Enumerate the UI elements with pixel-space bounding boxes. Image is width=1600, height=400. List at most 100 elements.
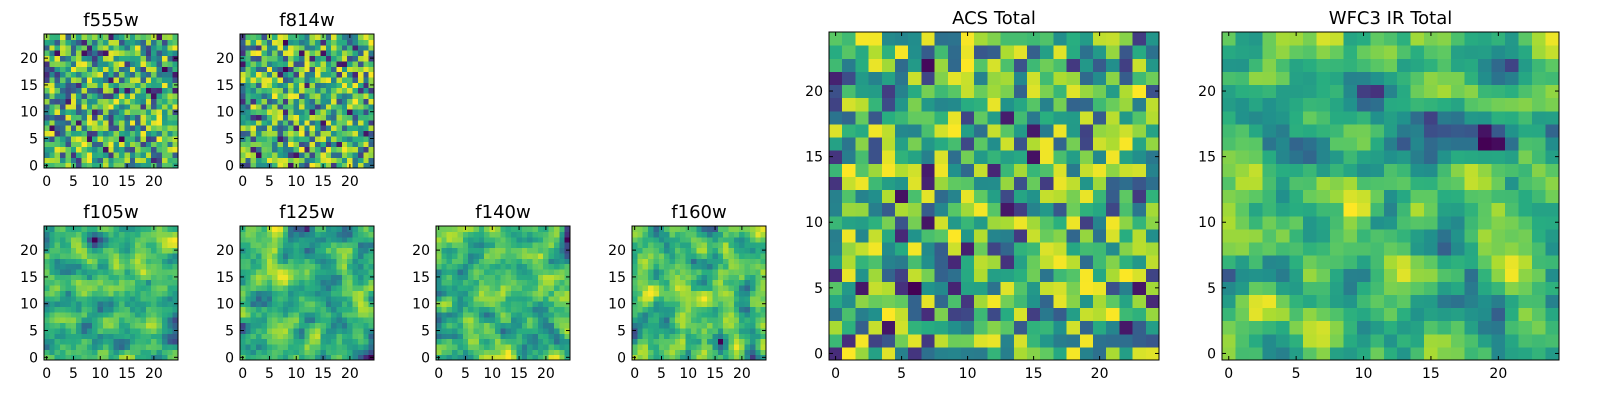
heatmap-cell — [272, 50, 279, 57]
heatmap-cell — [352, 141, 359, 148]
heatmap-cell — [452, 327, 459, 334]
heatmap-cell — [1343, 215, 1358, 230]
heatmap-cell — [92, 130, 99, 137]
heatmap-cell — [65, 34, 72, 40]
heatmap-cell — [760, 279, 767, 286]
heatmap-cell — [642, 290, 649, 297]
heatmap-cell — [135, 263, 142, 270]
heatmap-cell — [60, 317, 67, 324]
heatmap-cell — [102, 151, 109, 158]
heatmap-cell — [500, 349, 507, 356]
heatmap-cell — [658, 306, 665, 313]
heatmap-cell — [298, 274, 305, 281]
heatmap-cell — [947, 45, 962, 59]
heatmap-cell — [1119, 346, 1134, 361]
heatmap-cell — [341, 263, 348, 270]
heatmap-cell — [129, 55, 136, 62]
heatmap-cell — [436, 231, 442, 238]
heatmap-cell — [357, 141, 364, 148]
heatmap-cell — [65, 354, 72, 361]
heatmap-cell — [49, 284, 56, 291]
heatmap-cell — [553, 279, 560, 286]
heatmap-cell — [102, 274, 109, 281]
heatmap-cell — [1027, 58, 1041, 72]
heatmap-cell — [749, 247, 756, 254]
heatmap-cell — [172, 231, 179, 238]
heatmap-cell — [1053, 241, 1068, 256]
y-tick-label: 20 — [412, 243, 430, 259]
heatmap-cell — [685, 242, 692, 249]
heatmap-cell — [974, 32, 988, 46]
heatmap-cell — [1145, 32, 1160, 46]
heatmap-cell — [489, 231, 496, 238]
heatmap-cell — [256, 92, 263, 99]
heatmap-cell — [674, 295, 681, 302]
heatmap-cell — [320, 349, 327, 356]
heatmap-cell — [76, 252, 83, 259]
heatmap-cell — [76, 338, 83, 345]
heatmap-cell — [293, 66, 300, 73]
heatmap-cell — [282, 263, 289, 270]
heatmap-cell — [151, 135, 158, 142]
heatmap-cell — [151, 151, 158, 158]
heatmap-cell — [1000, 110, 1015, 125]
heatmap-cell — [266, 284, 273, 291]
heatmap-cell — [76, 284, 83, 291]
heatmap-cell — [494, 349, 501, 356]
heatmap-cell — [505, 226, 512, 232]
heatmap-cell — [256, 327, 263, 334]
heatmap-cell — [293, 92, 300, 99]
heatmap-cell — [49, 226, 56, 232]
heatmap-cell — [674, 306, 681, 313]
heatmap-cell — [494, 301, 501, 307]
heatmap-cell — [277, 290, 284, 297]
heatmap-cell — [129, 295, 136, 302]
heatmap-cell — [511, 252, 517, 259]
heatmap-cell — [707, 263, 713, 270]
heatmap-cell — [1093, 294, 1107, 309]
heatmap-cell — [1518, 163, 1533, 177]
heatmap-cell — [500, 284, 507, 291]
heatmap-cell — [505, 354, 512, 361]
heatmap-cell — [44, 306, 50, 313]
heatmap-cell — [908, 176, 922, 191]
heatmap-cell — [1397, 189, 1412, 204]
heatmap-cell — [309, 34, 316, 40]
heatmap-cell — [250, 55, 257, 62]
heatmap-cell — [86, 157, 93, 164]
heatmap-cell — [86, 162, 93, 169]
heatmap-cell — [1437, 228, 1452, 243]
heatmap-cell — [108, 317, 115, 324]
heatmap-cell — [81, 103, 88, 110]
heatmap-cell — [135, 290, 142, 297]
heatmap-cell — [1106, 294, 1120, 309]
heatmap-cell — [1106, 268, 1120, 282]
x-tick-label: 10 — [287, 366, 305, 382]
heatmap-cell — [336, 247, 343, 254]
heatmap-cell — [368, 141, 375, 148]
heatmap-cell — [908, 268, 922, 282]
heatmap-cell — [336, 109, 343, 115]
heatmap-cell — [1235, 241, 1250, 256]
x-tick-label: 15 — [706, 366, 724, 382]
heatmap-cell — [129, 317, 136, 324]
heatmap-cell — [908, 228, 922, 243]
heatmap-cell — [304, 247, 311, 254]
heatmap-cell — [261, 231, 268, 238]
heatmap-cell — [288, 306, 295, 313]
heatmap-cell — [637, 279, 644, 286]
heatmap-cell — [261, 135, 268, 142]
heatmap-cell — [240, 295, 246, 302]
heatmap-cell — [527, 226, 534, 232]
heatmap-cell — [717, 242, 724, 249]
heatmap-cell — [245, 343, 252, 350]
heatmap-cell — [511, 236, 517, 243]
heatmap-cell — [664, 247, 671, 254]
heatmap-cell — [881, 346, 896, 361]
heatmap-cell — [298, 146, 305, 153]
heatmap-cell — [368, 279, 375, 286]
heatmap-cell — [145, 87, 152, 94]
heatmap-cell — [1235, 215, 1250, 230]
heatmap-cell — [331, 39, 338, 46]
heatmap-cell — [97, 311, 104, 318]
